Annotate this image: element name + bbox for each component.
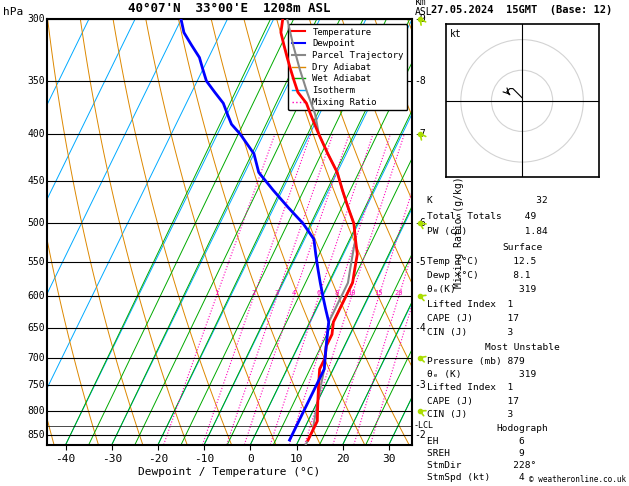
- Text: -5: -5: [414, 257, 426, 266]
- Text: 550: 550: [28, 257, 45, 266]
- Text: Totals Totals    49: Totals Totals 49: [426, 211, 536, 221]
- Text: 8: 8: [335, 290, 339, 296]
- Text: -8: -8: [414, 76, 426, 86]
- Text: 450: 450: [28, 176, 45, 187]
- Text: CIN (J)       3: CIN (J) 3: [426, 410, 513, 419]
- Text: StmSpd (kt)     4: StmSpd (kt) 4: [426, 473, 525, 482]
- Text: 27.05.2024  15GMT  (Base: 12): 27.05.2024 15GMT (Base: 12): [431, 4, 613, 15]
- Text: -2: -2: [414, 431, 426, 440]
- Text: 40°07'N  33°00'E  1208m ASL: 40°07'N 33°00'E 1208m ASL: [128, 1, 331, 15]
- Text: Mixing Ratio (g/kg): Mixing Ratio (g/kg): [454, 176, 464, 288]
- Text: 10: 10: [347, 290, 356, 296]
- Text: 300: 300: [28, 15, 45, 24]
- Text: 20: 20: [394, 290, 403, 296]
- Text: Temp (°C)      12.5: Temp (°C) 12.5: [426, 257, 536, 266]
- Legend: Temperature, Dewpoint, Parcel Trajectory, Dry Adiabat, Wet Adiabat, Isotherm, Mi: Temperature, Dewpoint, Parcel Trajectory…: [288, 24, 408, 110]
- Text: PW (cm)          1.84: PW (cm) 1.84: [426, 226, 547, 236]
- Text: θₑ (K)          319: θₑ (K) 319: [426, 370, 536, 379]
- Text: 650: 650: [28, 323, 45, 333]
- Text: -3: -3: [414, 381, 426, 390]
- Text: SREH            9: SREH 9: [426, 449, 525, 458]
- Text: 500: 500: [28, 219, 45, 228]
- Text: StmDir         228°: StmDir 228°: [426, 461, 536, 470]
- Text: CAPE (J)      17: CAPE (J) 17: [426, 314, 518, 323]
- Text: 15: 15: [375, 290, 383, 296]
- Text: -7: -7: [414, 129, 426, 139]
- Text: 4: 4: [292, 290, 296, 296]
- Text: 6: 6: [316, 290, 321, 296]
- Text: kt: kt: [450, 29, 462, 39]
- Text: 750: 750: [28, 381, 45, 390]
- Text: K                  32: K 32: [426, 196, 547, 206]
- Text: EH              6: EH 6: [426, 436, 525, 446]
- Text: -LCL: -LCL: [414, 421, 434, 431]
- Text: 1: 1: [214, 290, 218, 296]
- Text: © weatheronline.co.uk: © weatheronline.co.uk: [529, 474, 626, 484]
- Text: hPa: hPa: [3, 7, 23, 17]
- Text: Dewp (°C)      8.1: Dewp (°C) 8.1: [426, 271, 530, 280]
- Text: Lifted Index  1: Lifted Index 1: [426, 383, 513, 393]
- Text: 600: 600: [28, 291, 45, 301]
- Text: 700: 700: [28, 353, 45, 363]
- Text: 800: 800: [28, 406, 45, 416]
- Text: 850: 850: [28, 431, 45, 440]
- Text: Lifted Index  1: Lifted Index 1: [426, 300, 513, 309]
- Text: 3: 3: [275, 290, 279, 296]
- Text: CIN (J)       3: CIN (J) 3: [426, 328, 513, 337]
- Text: km
ASL: km ASL: [415, 0, 433, 17]
- Text: CAPE (J)      17: CAPE (J) 17: [426, 397, 518, 406]
- Text: -6: -6: [414, 219, 426, 228]
- Text: 400: 400: [28, 129, 45, 139]
- Text: Hodograph: Hodograph: [496, 424, 548, 434]
- Text: 2: 2: [252, 290, 256, 296]
- Text: Most Unstable: Most Unstable: [485, 343, 559, 352]
- Text: Pressure (mb) 879: Pressure (mb) 879: [426, 357, 525, 366]
- Text: θₑ(K)           319: θₑ(K) 319: [426, 285, 536, 295]
- Text: 350: 350: [28, 76, 45, 86]
- Text: -9: -9: [414, 15, 426, 24]
- X-axis label: Dewpoint / Temperature (°C): Dewpoint / Temperature (°C): [138, 467, 321, 477]
- Text: Surface: Surface: [502, 243, 542, 252]
- Text: -4: -4: [414, 323, 426, 333]
